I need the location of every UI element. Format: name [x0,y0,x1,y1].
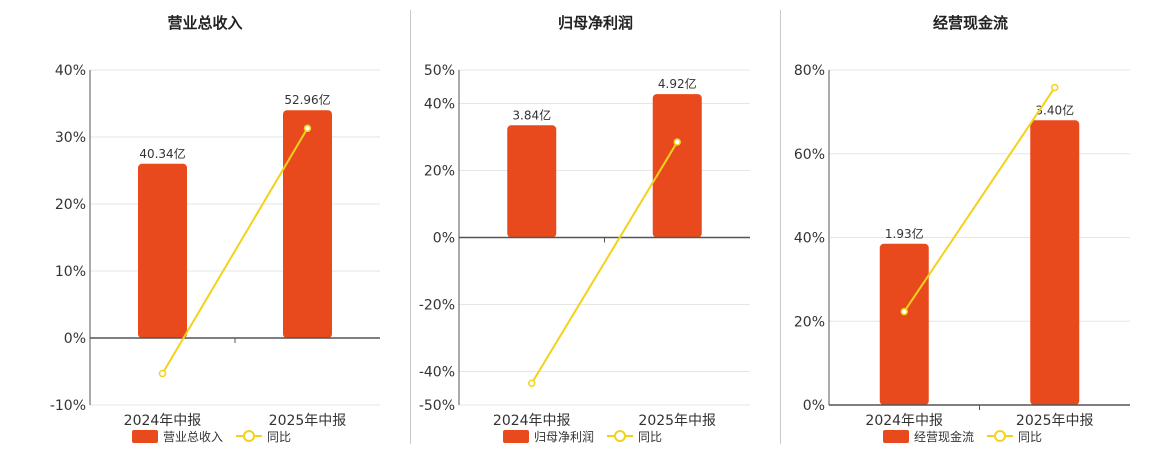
y-tick-label: 80% [794,63,825,79]
bar-value-label: 3.40亿 [1035,102,1074,117]
panel-divider [780,10,781,444]
net-profit-chart-title: 归母净利润 [557,14,633,32]
y-tick-label: -20% [419,298,455,314]
yoy-point [1051,83,1059,92]
y-tick-label: 0% [803,398,825,414]
yoy-line [161,127,309,375]
panel-divider [410,10,411,444]
yoy-line [903,87,1056,313]
bar [507,125,557,238]
yoy-point [673,138,681,146]
bar-value-label: 3.84亿 [512,107,551,122]
legend-swatch-marker [243,430,255,442]
revenue-chart-title: 营业总收入 [167,14,243,32]
y-tick-label: 40% [55,63,86,79]
yoy-point [303,124,312,133]
legend-label-line: 同比 [638,430,662,444]
y-tick-label: 0% [433,231,455,247]
bar-value-label: 52.96亿 [284,92,330,107]
legend-label-line: 同比 [1018,430,1042,444]
legend-swatch-marker [614,430,626,442]
yoy-point [528,379,536,387]
y-tick-label: 10% [55,264,86,280]
legend-label-bar: 经营现金流 [914,429,974,444]
yoy-point [158,369,167,378]
x-tick-label: 2024年中报 [865,413,943,429]
bar-value-label: 1.93亿 [885,226,924,241]
y-tick-label: 40% [794,231,825,247]
legend-label-line: 同比 [267,430,291,444]
bar [283,110,332,338]
y-tick-label: 30% [55,130,86,146]
yoy-point [900,307,908,316]
bar [138,163,187,338]
y-tick-label: 40% [424,97,455,113]
net-profit-chart: -50% -40% -20% 0% 20% 40% 50% 3.84亿 4.92亿 2024年中报… [419,63,750,444]
y-tick-label: 50% [424,63,455,79]
yoy-line [530,141,679,384]
y-tick-label: 60% [794,147,825,163]
bar-value-label: 40.34亿 [139,146,185,161]
y-tick-label: 20% [794,314,825,330]
net-profit-panel: 归母净利润 -50% -40% -20% 0% 20% 40% 50% 3.84亿 4.92亿 2… [411,0,780,450]
cash-flow-panel: 经营现金流 0% 20% 40% 60% 80% 1.93亿 3.40亿 2024年中报 202… [781,0,1160,450]
bar [1030,120,1080,405]
legend-swatch-bar [503,430,529,443]
y-tick-label: 20% [55,197,86,213]
y-tick-label: -50% [419,398,455,414]
x-tick-label: 2025年中报 [269,413,347,429]
bar [652,94,702,238]
x-tick-label: 2024年中报 [124,413,202,429]
x-tick-label: 2025年中报 [638,413,716,429]
cash-flow-chart: 0% 20% 40% 60% 80% 1.93亿 3.40亿 2024年中报 2025年中报经营… [794,63,1130,444]
y-tick-label: 20% [424,164,455,180]
revenue-panel: 营业总收入 -10% 0% 10% 20% 30% 40% 40.34亿 52.96亿 2024… [0,0,410,450]
bar-value-label: 4.92亿 [658,76,697,91]
y-tick-label: -10% [50,398,86,414]
y-tick-label: 0% [64,331,86,347]
legend-label-bar: 营业总收入 [163,430,223,444]
x-tick-label: 2024年中报 [493,413,571,429]
revenue-chart: -10% 0% 10% 20% 30% 40% 40.34亿 52.96亿 2024年中报 202… [50,63,380,444]
legend-swatch-bar [132,430,158,443]
legend-swatch-bar [883,430,909,443]
legend-swatch-marker [994,430,1006,442]
bar [879,243,929,405]
y-tick-label: -40% [419,365,455,381]
legend-label-bar: 归母净利润 [534,430,594,444]
x-tick-label: 2025年中报 [1016,413,1094,429]
cash-flow-chart-title: 经营现金流 [932,14,1008,32]
